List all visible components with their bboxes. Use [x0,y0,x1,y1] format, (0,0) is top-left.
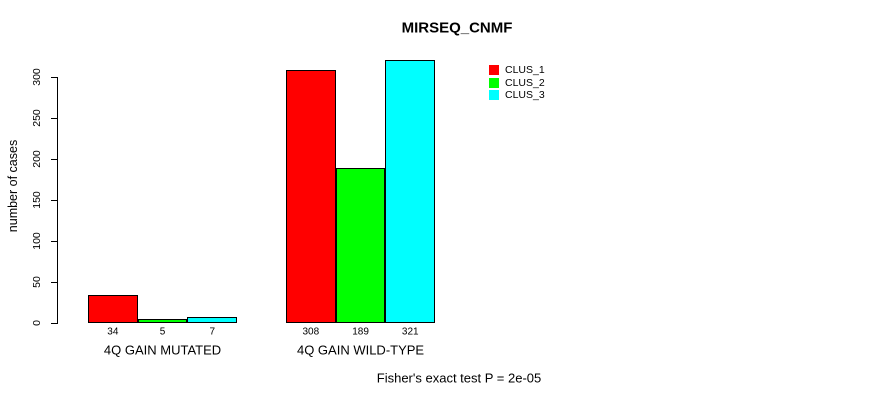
legend-swatch-clus_3 [489,90,499,100]
bar-value-label: 5 [159,326,166,337]
y-tick-label: 0 [31,320,43,326]
y-tick-mark [51,323,57,324]
legend-label-clus_2: CLUS_2 [505,76,545,89]
y-tick-label: 250 [31,109,43,127]
y-tick-mark [51,159,57,160]
bar-clus_2-group2 [335,168,386,323]
legend-label-clus_3: CLUS_3 [505,89,545,101]
group-label: 4Q GAIN WILD-TYPE [296,342,425,358]
bar-value-label: 308 [302,326,320,337]
y-tick-label: 100 [31,232,43,250]
y-tick-label: 50 [31,276,43,288]
bar-clus_2-group1 [137,318,188,323]
y-tick-mark [51,200,57,201]
footer-stat-text: Fisher's exact test P = 2e-05 [376,370,542,386]
y-tick-label: 150 [31,191,43,209]
y-tick-mark [51,282,57,283]
y-tick-label: 300 [31,68,43,86]
legend-swatch-clus_2 [489,77,499,88]
chart-title: MIRSEQ_CNMF [401,19,513,37]
y-axis-line [57,77,58,324]
bar-clus_3-group2 [385,59,436,323]
group-label: 4Q GAIN MUTATED [103,342,222,358]
bar-value-label: 34 [107,326,119,337]
y-tick-label: 200 [31,150,43,168]
bar-value-label: 321 [401,326,419,337]
bar-value-label: 189 [352,326,369,337]
y-tick-mark [51,118,57,119]
legend-label-clus_1: CLUS_1 [505,64,545,76]
bar-clus_1-group2 [286,70,336,323]
bar-clus_1-group1 [88,295,138,323]
bar-value-label: 7 [209,326,216,337]
legend-swatch-clus_1 [489,65,499,75]
y-tick-mark [51,241,57,242]
bar-clus_3-group1 [187,317,238,323]
y-axis-label: number of cases [6,139,20,233]
y-tick-mark [51,77,57,78]
